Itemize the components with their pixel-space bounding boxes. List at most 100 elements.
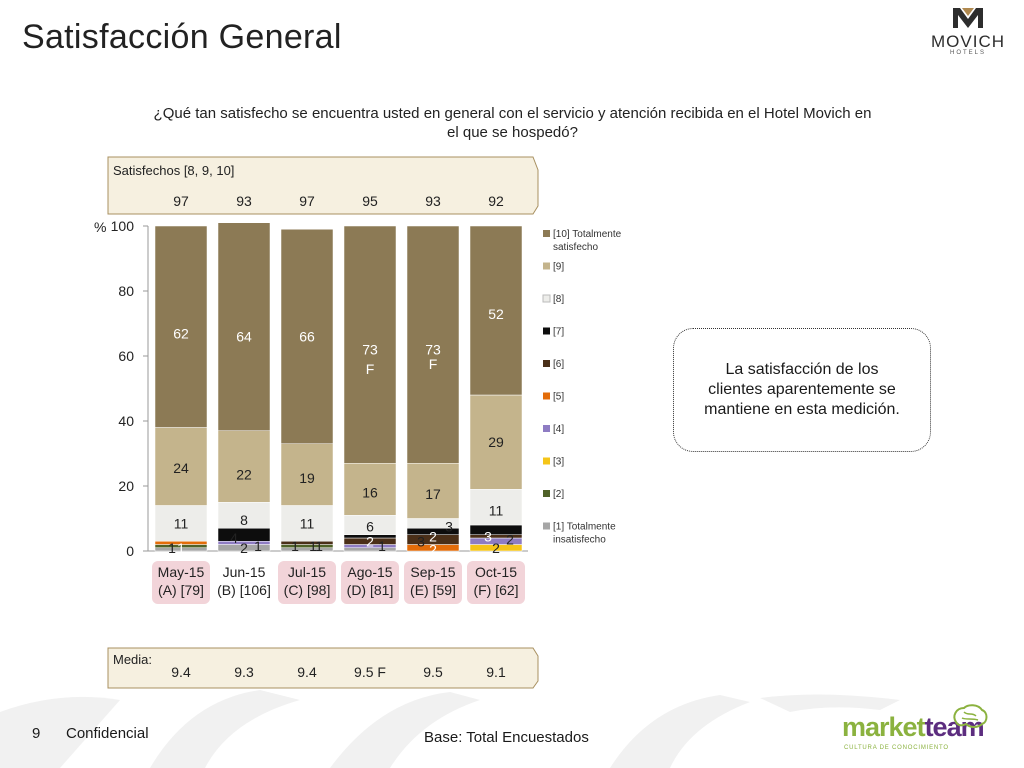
legend-swatch bbox=[543, 425, 550, 432]
insight-callout: La satisfacción de los clientes aparente… bbox=[673, 328, 931, 452]
bar-segment bbox=[217, 222, 271, 431]
satisfechos-value: 97 bbox=[299, 193, 315, 209]
bar-segment bbox=[280, 544, 334, 548]
category-highlight bbox=[341, 561, 399, 604]
bar-segment bbox=[280, 229, 334, 444]
legend-label: [6] bbox=[553, 359, 564, 370]
data-label: 73 bbox=[425, 342, 441, 358]
data-label: 66 bbox=[299, 329, 315, 345]
satisfechos-value: 93 bbox=[236, 193, 252, 209]
movich-logo-sub: HOTELS bbox=[949, 50, 986, 56]
data-label: 62 bbox=[173, 325, 189, 341]
legend-label: [1] Totalmente bbox=[553, 522, 616, 533]
data-label: F bbox=[366, 361, 375, 377]
media-value: 9.5 bbox=[423, 664, 443, 680]
legend-swatch bbox=[543, 490, 550, 497]
x-tick-label: Ago-15 bbox=[347, 564, 392, 580]
y-tick-label: 60 bbox=[118, 348, 134, 364]
bar-segment bbox=[217, 502, 271, 529]
marketteam-logo-word-a: market bbox=[842, 712, 926, 742]
brain-icon bbox=[953, 704, 988, 728]
data-label: 3 bbox=[417, 533, 425, 549]
page-title: Satisfacción General bbox=[22, 18, 342, 56]
bar-segment bbox=[406, 225, 460, 464]
legend-swatch bbox=[542, 294, 551, 303]
data-label: 2 bbox=[240, 540, 248, 556]
legend-label: [8] bbox=[553, 294, 564, 305]
x-tick-sublabel: (A) [79] bbox=[158, 582, 204, 598]
media-value: 9.5 F bbox=[354, 664, 386, 680]
data-label: 52 bbox=[488, 306, 504, 322]
legend-label-cont: satisfecho bbox=[553, 242, 598, 253]
legend-swatch bbox=[543, 457, 550, 465]
y-tick-label: 0 bbox=[126, 543, 134, 559]
insight-callout-text: La satisfacción de los clientes aparente… bbox=[704, 361, 900, 418]
y-tick-label: 100 bbox=[111, 218, 135, 234]
category-highlight bbox=[152, 561, 210, 604]
data-label: 64 bbox=[236, 329, 252, 345]
bar-segment bbox=[154, 505, 208, 542]
bar-segment bbox=[343, 463, 397, 516]
marketteam-logo: marketteam CULTURA DE CONOCIMIENTO bbox=[842, 704, 992, 758]
data-label: 17 bbox=[425, 486, 441, 502]
data-label: 1 bbox=[254, 538, 262, 554]
x-tick-sublabel: (D) [81] bbox=[347, 582, 394, 598]
bar-segment bbox=[280, 547, 334, 552]
satisfechos-label: Satisfechos [8, 9, 10] bbox=[113, 163, 234, 178]
legend-label: [2] bbox=[553, 489, 564, 500]
movich-logo-word: MOVICH bbox=[931, 32, 1005, 51]
bar-segment bbox=[217, 430, 271, 503]
data-label: 1 bbox=[378, 538, 386, 554]
legend-label: [9] bbox=[553, 262, 564, 273]
legend-swatch bbox=[543, 327, 550, 335]
x-tick-label: Sep-15 bbox=[410, 564, 455, 580]
satisfechos-value: 97 bbox=[173, 193, 189, 209]
bar-segment bbox=[343, 225, 397, 464]
data-label: F bbox=[429, 356, 438, 372]
data-label: 29 bbox=[488, 434, 504, 450]
data-label: 19 bbox=[299, 470, 315, 486]
page-number: 9 bbox=[32, 725, 41, 742]
data-label: 2 bbox=[366, 533, 374, 549]
data-label: 1 bbox=[315, 538, 323, 554]
data-label: 3 bbox=[445, 519, 453, 535]
data-label: 3 bbox=[484, 528, 492, 544]
y-tick-label: 20 bbox=[118, 478, 134, 494]
survey-question: ¿Qué tan satisfecho se encuentra usted e… bbox=[153, 105, 872, 141]
category-highlight bbox=[404, 561, 462, 604]
data-label: 2 bbox=[492, 540, 500, 556]
confidential-label: Confidencial bbox=[66, 725, 149, 742]
data-label: 1 bbox=[309, 538, 317, 554]
legend-swatch bbox=[543, 230, 550, 237]
bar-segment bbox=[469, 524, 523, 535]
data-label: 11 bbox=[489, 502, 504, 518]
data-label: 24 bbox=[173, 460, 189, 476]
data-label: 22 bbox=[236, 467, 252, 483]
legend-label: [5] bbox=[553, 392, 564, 403]
bar-segment bbox=[469, 394, 523, 490]
bar-segment bbox=[469, 534, 523, 539]
x-tick-label: Jun-15 bbox=[223, 564, 266, 580]
data-label: 11 bbox=[174, 515, 189, 531]
x-tick-sublabel: (E) [59] bbox=[410, 582, 456, 598]
data-label: 73 bbox=[362, 342, 378, 358]
movich-m-icon bbox=[953, 8, 983, 28]
data-label: 2 bbox=[429, 528, 437, 544]
data-label: 1 bbox=[168, 540, 176, 556]
data-label: 2 bbox=[429, 541, 437, 557]
data-label: 16 bbox=[362, 485, 378, 501]
y-axis-unit-label: % bbox=[94, 219, 106, 235]
legend-swatch bbox=[543, 392, 550, 400]
legend-swatch bbox=[543, 522, 550, 530]
media-label: Media: bbox=[113, 652, 152, 667]
legend-swatch bbox=[543, 262, 550, 270]
marketteam-logo-tagline: CULTURA DE CONOCIMIENTO bbox=[844, 745, 949, 751]
data-label: 2 bbox=[506, 532, 514, 548]
y-tick-label: 40 bbox=[118, 413, 134, 429]
movich-logo: MOVICH HOTELS bbox=[918, 6, 1018, 56]
bar-segment bbox=[406, 463, 460, 519]
satisfechos-value: 95 bbox=[362, 193, 378, 209]
legend-swatch bbox=[543, 360, 550, 367]
media-value: 9.3 bbox=[234, 664, 254, 680]
